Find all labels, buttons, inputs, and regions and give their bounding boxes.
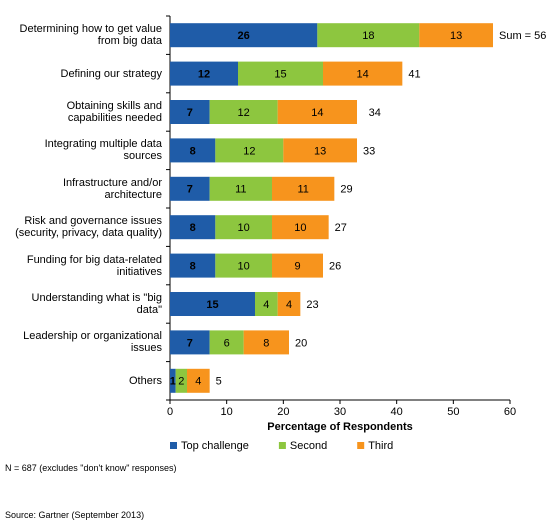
- value-label: 4: [195, 376, 201, 388]
- value-label: 9: [294, 261, 300, 273]
- value-label: 2: [178, 376, 184, 388]
- category-label: Understanding what is "big data": [31, 291, 162, 316]
- value-label: 11: [235, 184, 246, 196]
- value-label: 15: [206, 299, 218, 311]
- bar-segment: [170, 100, 210, 124]
- total-label: 33: [363, 145, 375, 157]
- total-label: 26: [329, 261, 341, 273]
- total-label: 20: [295, 337, 307, 349]
- bar-segment: [170, 368, 176, 393]
- bar-segment: [170, 253, 216, 278]
- bar-segment: [209, 176, 272, 201]
- category-label: Integrating multiple data sources: [44, 138, 162, 163]
- value-label: 7: [187, 184, 193, 196]
- x-tick-label: 60: [504, 406, 516, 418]
- value-label: 6: [224, 337, 230, 349]
- x-tick-label: 30: [334, 406, 346, 418]
- category-label: Determining how to get value from big da…: [19, 23, 162, 48]
- x-tick-label: 10: [221, 406, 233, 418]
- x-tick-label: 0: [167, 406, 173, 418]
- bar-segment: [243, 330, 289, 355]
- value-label: 8: [190, 261, 196, 273]
- value-label: 26: [238, 30, 250, 42]
- value-label: 8: [190, 145, 196, 157]
- value-label: 15: [274, 69, 286, 81]
- bar-segment: [272, 176, 335, 201]
- category-label: Risk and governance issues (security, pr…: [15, 215, 162, 240]
- value-label: 14: [357, 69, 369, 81]
- total-label: 41: [408, 69, 420, 81]
- bar-segment: [170, 330, 210, 355]
- value-label: 14: [311, 107, 323, 119]
- category-label: Leadership or organizational issues: [23, 330, 162, 355]
- bar-segment: [209, 100, 278, 124]
- bar-segment: [175, 368, 187, 393]
- value-label: 7: [187, 107, 193, 119]
- total-label: 23: [306, 299, 318, 311]
- legend-swatch: [170, 442, 177, 449]
- value-label: 11: [297, 184, 308, 196]
- total-label: 27: [335, 222, 347, 234]
- value-label: 10: [294, 222, 306, 234]
- x-axis-label: Percentage of Respondents: [267, 421, 412, 433]
- legend-swatch: [278, 442, 286, 449]
- category-label: Infrastructure and/or architecture: [62, 176, 162, 201]
- value-label: 4: [286, 299, 292, 311]
- bar-segment: [277, 292, 301, 316]
- bar-segment: [272, 215, 329, 240]
- legend-swatch: [357, 442, 365, 449]
- x-tick-label: 50: [447, 406, 459, 418]
- value-label: 10: [238, 222, 250, 234]
- value-label: 7: [187, 337, 193, 349]
- total-label: 5: [216, 376, 222, 388]
- total-label: 29: [340, 184, 352, 196]
- x-tick-label: 20: [277, 406, 289, 418]
- bar-segment: [215, 215, 272, 240]
- bar-segment: [170, 61, 238, 86]
- value-label: 18: [362, 30, 374, 42]
- legend-label: Second: [290, 440, 327, 452]
- value-label: 10: [238, 261, 250, 273]
- legend-label: Third: [368, 440, 393, 452]
- category-label: Others: [128, 374, 162, 387]
- bar-segment: [323, 61, 403, 86]
- category-label: Defining our strategy: [60, 67, 163, 80]
- bar-segment: [238, 61, 323, 86]
- value-label: 8: [190, 222, 196, 234]
- footnote: N = 687 (excludes "don't know" responses…: [5, 463, 177, 473]
- value-label: 12: [198, 69, 210, 81]
- bar-segment: [277, 100, 357, 124]
- bar-segment: [170, 292, 255, 316]
- bar-segment: [283, 138, 357, 163]
- value-label: 4: [263, 299, 269, 311]
- value-label: 13: [314, 145, 326, 157]
- value-label: 12: [238, 107, 250, 119]
- x-tick-label: 40: [391, 406, 403, 418]
- bar-segment: [419, 23, 493, 48]
- bar-segment: [170, 215, 216, 240]
- bar-segment: [170, 176, 210, 201]
- category-label: Funding for big data-related initiatives: [26, 253, 162, 278]
- bar-segment: [317, 23, 420, 48]
- value-label: 13: [450, 30, 462, 42]
- bar-segment: [170, 23, 318, 48]
- bar-segment: [215, 253, 272, 278]
- value-label: 8: [263, 337, 269, 349]
- total-label: Sum = 56: [499, 30, 546, 42]
- total-label: 34: [369, 107, 381, 119]
- bar-segment: [187, 368, 210, 393]
- value-label: 12: [243, 145, 255, 157]
- value-label: 1: [170, 376, 176, 388]
- category-label: Obtaining skills and capabilities needed: [66, 99, 162, 124]
- legend-label: Top challenge: [181, 440, 249, 452]
- bar-segment: [209, 330, 244, 355]
- source: Source: Gartner (September 2013): [5, 510, 145, 520]
- bar-segment: [272, 253, 323, 278]
- bar-segment: [215, 138, 284, 163]
- bar-segment: [170, 138, 216, 163]
- bar-segment: [255, 292, 278, 316]
